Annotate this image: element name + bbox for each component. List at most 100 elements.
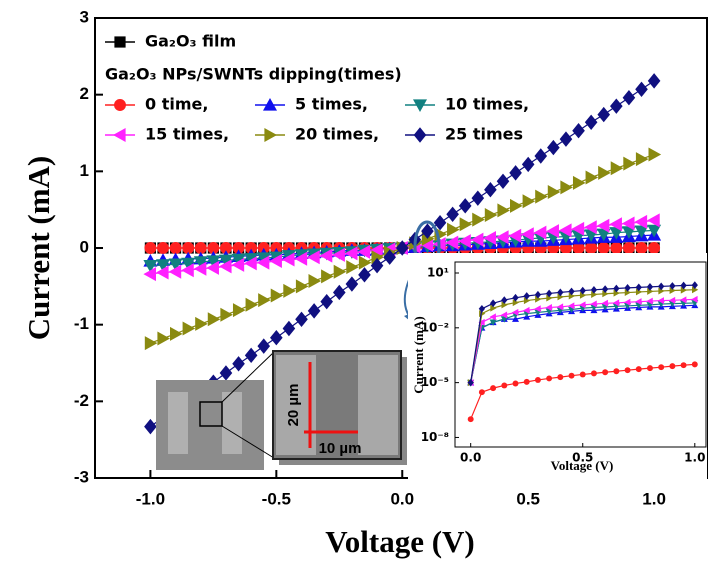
marker xyxy=(344,246,358,261)
marker xyxy=(371,250,385,265)
marker xyxy=(657,297,664,305)
marker xyxy=(358,255,372,270)
marker xyxy=(308,273,322,288)
x-tick-label: 0.0 xyxy=(390,489,414,508)
y-tick-label: -2 xyxy=(74,391,89,410)
marker xyxy=(490,385,497,392)
marker xyxy=(156,259,170,272)
marker xyxy=(534,148,548,164)
marker xyxy=(602,285,609,293)
marker xyxy=(658,282,665,291)
marker xyxy=(421,223,434,239)
x-tick-label: 1.0 xyxy=(684,451,705,465)
marker xyxy=(647,287,654,295)
marker xyxy=(568,372,575,379)
marker xyxy=(568,302,575,310)
marker xyxy=(332,247,345,262)
marker xyxy=(522,194,536,209)
marker xyxy=(622,242,635,254)
marker xyxy=(545,289,553,298)
marker xyxy=(521,227,534,242)
marker xyxy=(590,300,597,308)
marker xyxy=(245,242,258,254)
marker xyxy=(613,284,620,293)
marker xyxy=(602,369,609,376)
marker xyxy=(395,240,409,256)
marker xyxy=(547,185,561,200)
marker xyxy=(168,264,182,279)
marker xyxy=(270,330,283,346)
marker xyxy=(523,306,530,314)
legend-label: 10 times, xyxy=(445,95,529,114)
marker xyxy=(207,242,220,254)
marker xyxy=(597,242,610,254)
marker xyxy=(269,254,282,269)
legend-marker xyxy=(413,127,427,143)
marker xyxy=(691,295,698,303)
marker xyxy=(610,98,623,114)
zoom-line xyxy=(221,351,275,403)
marker xyxy=(220,307,233,322)
marker xyxy=(658,287,665,295)
marker xyxy=(489,299,497,308)
marker xyxy=(635,81,648,97)
marker xyxy=(182,242,195,254)
x-tick-label: 0.5 xyxy=(572,451,593,465)
marker xyxy=(218,259,232,274)
marker xyxy=(232,242,245,254)
marker xyxy=(496,173,510,189)
legend-marker xyxy=(413,99,427,112)
marker xyxy=(370,243,383,258)
marker xyxy=(621,226,636,239)
marker xyxy=(294,251,308,266)
marker xyxy=(484,182,497,198)
marker xyxy=(635,366,642,373)
zoom-box xyxy=(199,401,223,427)
marker xyxy=(358,267,371,283)
marker xyxy=(501,382,508,389)
marker xyxy=(598,165,611,180)
marker xyxy=(610,161,624,176)
marker xyxy=(609,227,624,240)
y-tick-label: 10¹ xyxy=(427,266,449,280)
marker xyxy=(601,299,608,307)
marker xyxy=(669,363,676,370)
marker xyxy=(244,256,257,271)
marker xyxy=(579,291,587,299)
marker xyxy=(523,297,531,305)
sem-pad xyxy=(222,392,242,454)
marker xyxy=(610,242,623,254)
marker xyxy=(157,242,169,254)
marker xyxy=(256,255,270,270)
marker xyxy=(572,175,586,190)
marker xyxy=(646,297,653,305)
marker xyxy=(467,416,474,423)
marker xyxy=(231,257,245,272)
marker xyxy=(648,147,662,162)
marker xyxy=(472,212,485,227)
marker xyxy=(257,338,271,354)
marker xyxy=(144,242,157,254)
marker xyxy=(613,368,620,375)
marker xyxy=(680,286,688,294)
marker xyxy=(509,198,523,213)
marker xyxy=(558,223,572,238)
marker xyxy=(546,375,553,382)
marker xyxy=(420,237,434,252)
marker xyxy=(295,279,309,294)
marker xyxy=(635,288,643,296)
marker xyxy=(281,252,295,267)
legend-marker xyxy=(114,36,126,48)
marker xyxy=(512,308,519,316)
zoom-line xyxy=(221,425,275,459)
marker xyxy=(658,364,665,371)
marker xyxy=(523,292,530,300)
marker xyxy=(602,290,609,298)
y-axis-title: Current (mA) xyxy=(21,156,56,341)
marker xyxy=(478,318,485,326)
annotation: 10 µm xyxy=(319,440,362,457)
marker xyxy=(680,362,687,369)
marker xyxy=(156,265,169,280)
marker xyxy=(647,224,662,238)
marker xyxy=(143,260,158,273)
